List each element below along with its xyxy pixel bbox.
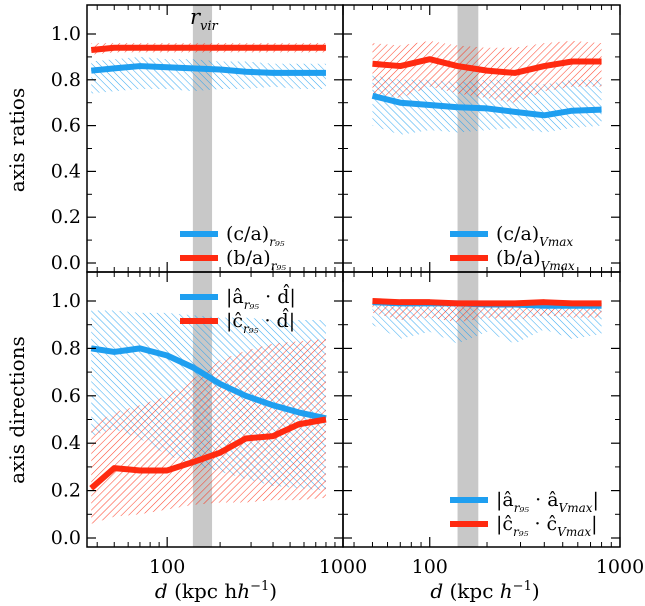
- xtick-label: 100: [412, 556, 448, 578]
- rvir-label: rvir: [190, 5, 219, 34]
- ytick-label: 0.4: [51, 432, 81, 454]
- series-line-1: [90, 44, 326, 54]
- ytick-label: 0.8: [51, 337, 81, 359]
- ytick-label: 1.0: [51, 23, 81, 45]
- legend-label: |ĉr₉₅ · d̂|: [226, 307, 295, 336]
- xtick-label: 100: [149, 556, 185, 578]
- legend-label: (c/a)Vmax: [496, 223, 573, 249]
- panel-frame: [342, 271, 621, 548]
- series-line-1: [372, 56, 602, 76]
- ytick-label: 0.2: [51, 206, 81, 228]
- legend-label: (b/a)r₉₅: [226, 247, 286, 273]
- legend-label: |âr₉₅ · d̂|: [226, 283, 296, 312]
- legend-entry: (b/a)Vmax: [450, 247, 575, 273]
- series-band-1: [91, 338, 326, 524]
- legend-entry: |âr₉₅ · d̂|: [180, 283, 296, 312]
- legend-label: (b/a)Vmax: [496, 247, 575, 273]
- panel-axis-directions-vmax: [372, 272, 602, 547]
- panel-axis-ratios-r95: [90, 5, 326, 272]
- legend-entry: |ĉr₉₅ · ĉVmax|: [450, 513, 598, 539]
- ytick-label: 0.8: [51, 69, 81, 91]
- ytick-label: 0.2: [51, 480, 81, 502]
- series-line-0: [90, 345, 327, 422]
- ytick-label: 1.0: [51, 290, 81, 312]
- ytick-label: 0.0: [51, 527, 81, 549]
- panel-axis-directions-d: [89, 272, 327, 547]
- ylabel-axis-ratios: axis ratios: [5, 88, 29, 192]
- panel-frames: [86, 4, 621, 548]
- ylabel-axis-directions: axis directions: [5, 336, 29, 484]
- ytick-label: 0.0: [51, 252, 81, 274]
- series-line-1: [89, 416, 327, 491]
- legend-label: |ĉr₉₅ · ĉVmax|: [496, 513, 598, 539]
- legend-entry: (c/a)Vmax: [450, 223, 573, 249]
- legend-label: (c/a)r₉₅: [226, 223, 285, 249]
- legend-entry: |âr₉₅ · âVmax|: [450, 489, 599, 515]
- legend-entry: |ĉr₉₅ · d̂|: [180, 307, 295, 336]
- ytick-label: 0.6: [51, 115, 81, 137]
- legend-entry: (c/a)r₉₅: [180, 223, 285, 249]
- xtick-label: 1000: [319, 556, 367, 578]
- series-line-0: [90, 63, 326, 76]
- legends: (c/a)r₉₅(b/a)r₉₅ (c/a)Vmax(b/a)Vmax |âr₉₅ …: [180, 223, 599, 539]
- ytick-label: 0.6: [51, 385, 81, 407]
- series-line-1: [372, 298, 602, 307]
- panel-axis-ratios-vmax: [371, 5, 602, 272]
- legend-label: |âr₉₅ · âVmax|: [496, 489, 599, 515]
- xtick-label: 1000: [596, 556, 644, 578]
- series-line-0: [371, 92, 602, 119]
- axis-ticks: 0.0 0.2 0.4 0.6 0.8 1.0 0.0 0.2 0.4 0.6 0.8 1.0 100 1…: [51, 5, 644, 578]
- legend-entry: (b/a)r₉₅: [180, 247, 286, 273]
- xlabel-right: d (kpc h−1): [430, 579, 539, 603]
- ytick-label: 0.4: [51, 160, 81, 182]
- xlabel-left: d (kpc hh−1): [155, 579, 277, 603]
